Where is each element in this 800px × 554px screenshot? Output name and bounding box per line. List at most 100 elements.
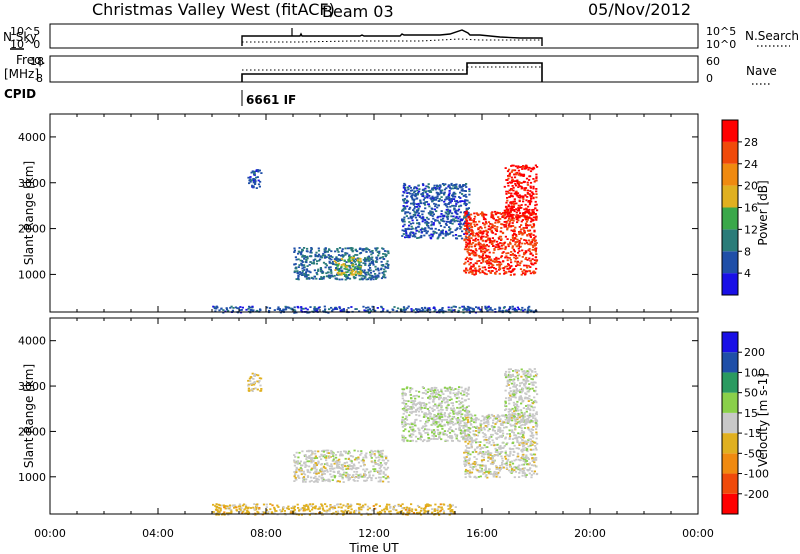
scatter-cell-1 bbox=[337, 471, 340, 473]
scatter-cell-3 bbox=[467, 430, 470, 433]
scatter-cell-0 bbox=[462, 311, 465, 314]
scatter-cell-4 bbox=[423, 228, 426, 230]
scatter-cell-6 bbox=[522, 212, 525, 215]
scatter-cell-2 bbox=[250, 377, 253, 379]
scatter-cell-0 bbox=[355, 308, 358, 310]
scatter-cell-5 bbox=[534, 216, 537, 219]
scatter-cell-1 bbox=[380, 464, 384, 467]
scatter-cell-0 bbox=[411, 508, 414, 511]
scatter-cell-5 bbox=[477, 214, 480, 216]
nave-trace bbox=[242, 66, 542, 71]
scatter-cell-0 bbox=[282, 308, 285, 311]
scatter-cell-4 bbox=[525, 457, 528, 460]
scatter-cell-4 bbox=[465, 203, 468, 206]
scatter-cell-4 bbox=[430, 220, 433, 223]
scatter-cell-0 bbox=[408, 507, 411, 510]
scatter-cell-5 bbox=[522, 272, 525, 275]
scatter-cell-1 bbox=[333, 476, 336, 479]
scatter-cell-6 bbox=[506, 170, 510, 173]
scatter-cell-5 bbox=[468, 218, 471, 221]
scatter-cell-1 bbox=[331, 460, 334, 462]
scatter-cell-4 bbox=[521, 443, 524, 446]
scatter-cell-5 bbox=[516, 257, 519, 259]
power-xticks bbox=[49, 114, 699, 312]
scatter-cell-0 bbox=[307, 505, 310, 508]
scatter-cell-0 bbox=[457, 309, 460, 312]
scatter-cell-1 bbox=[304, 466, 307, 468]
scatter-cell-4 bbox=[440, 213, 443, 215]
scatter-cell-1 bbox=[320, 474, 324, 477]
scatter-cell-4 bbox=[501, 422, 504, 424]
scatter-cell-1 bbox=[310, 255, 313, 257]
scatter-cell-6 bbox=[505, 211, 508, 214]
scatter-cell-1 bbox=[310, 461, 313, 464]
scatter-cell-5 bbox=[474, 267, 477, 270]
scatter-cell-3 bbox=[249, 178, 252, 181]
scatter-cell-5 bbox=[512, 248, 515, 251]
scatter-cell-1 bbox=[327, 449, 330, 452]
scatter-cell-1 bbox=[381, 455, 384, 458]
scatter-cell-4 bbox=[448, 196, 451, 199]
scatter-cell-1 bbox=[316, 481, 319, 483]
scatter-cell-0 bbox=[266, 306, 269, 309]
scatter-cell-1 bbox=[323, 248, 326, 251]
scatter-cell-4 bbox=[437, 236, 440, 239]
scatter-cell-5 bbox=[515, 233, 518, 236]
scatter-cell-6 bbox=[511, 207, 514, 209]
scatter-cell-4 bbox=[402, 199, 405, 202]
scatter-cell-4 bbox=[424, 207, 427, 210]
scatter-cell-5 bbox=[491, 226, 494, 229]
scatter-cell-1 bbox=[344, 450, 347, 453]
scatter-cell-4 bbox=[450, 198, 453, 200]
scatter-cell-3 bbox=[424, 404, 427, 406]
scatter-cell-1 bbox=[354, 258, 357, 261]
scatter-cell-3 bbox=[402, 430, 405, 432]
scatter-cell-5 bbox=[502, 215, 505, 217]
scatter-cell-0 bbox=[358, 503, 362, 506]
scatter-cell-1 bbox=[378, 458, 381, 461]
scatter-cell-1 bbox=[386, 466, 390, 469]
scatter-cell-5 bbox=[476, 233, 479, 236]
scatter-cell-1 bbox=[306, 471, 309, 473]
scatter-cell-1 bbox=[372, 465, 375, 468]
scatter-cell-6 bbox=[523, 208, 526, 211]
scatter-cell-1 bbox=[370, 253, 373, 256]
scatter-cell-5 bbox=[507, 263, 510, 265]
scatter-cell-5 bbox=[492, 214, 495, 217]
scatter-cell-3 bbox=[419, 408, 423, 411]
scatter-cell-6 bbox=[508, 215, 511, 218]
scatter-cell-4 bbox=[494, 451, 497, 453]
scatter-cell-1 bbox=[308, 460, 311, 463]
scatter-cell-1 bbox=[294, 263, 297, 265]
scatter-cell-0 bbox=[259, 309, 262, 311]
scatter-cell-3 bbox=[437, 416, 440, 418]
scatter-cell-1 bbox=[332, 458, 335, 461]
scatter-cell-0 bbox=[245, 511, 248, 514]
scatter-cell-5 bbox=[515, 265, 518, 267]
scatter-cell-0 bbox=[406, 511, 409, 514]
scatter-cell-4 bbox=[447, 203, 450, 205]
scatter-cell-5 bbox=[533, 229, 536, 232]
scatter-cell-1 bbox=[314, 450, 317, 453]
scatter-cell-2 bbox=[358, 257, 361, 260]
scatter-cell-1 bbox=[387, 267, 390, 269]
scatter-cell-2 bbox=[257, 374, 260, 377]
scatter-cell-3 bbox=[427, 397, 430, 399]
scatter-cell-1 bbox=[306, 475, 310, 477]
scatter-cell-6 bbox=[517, 207, 520, 209]
scatter-cell-3 bbox=[431, 423, 434, 426]
scatter-cell-0 bbox=[309, 306, 312, 308]
scatter-cell-5 bbox=[463, 263, 466, 265]
scatter-cell-5 bbox=[525, 256, 528, 259]
scatter-cell-0 bbox=[388, 510, 391, 513]
scatter-cell-1 bbox=[333, 462, 336, 465]
scatter-cell-5 bbox=[464, 211, 467, 214]
scatter-cell-3 bbox=[410, 397, 413, 400]
scatter-cell-3 bbox=[438, 391, 441, 393]
scatter-cell-5 bbox=[500, 227, 503, 229]
scatter-cell-1 bbox=[311, 452, 314, 454]
scatter-cell-3 bbox=[401, 421, 404, 424]
scatter-cell-0 bbox=[249, 306, 252, 309]
scatter-cell-1 bbox=[386, 260, 389, 263]
scatter-cell-3 bbox=[448, 428, 451, 430]
